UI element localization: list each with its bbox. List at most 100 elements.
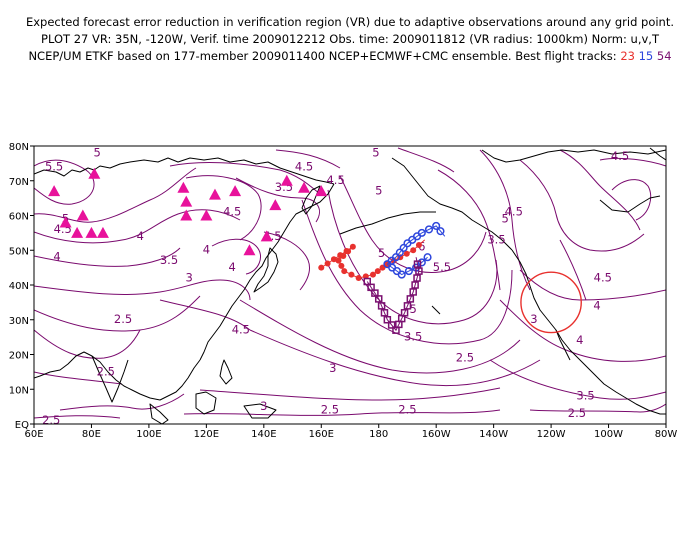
contour-label: 3.5 [576,389,594,403]
contour-label: 2.5 [321,403,339,417]
contour-label: 5 [378,246,385,260]
contour-line [59,393,185,411]
flight-track-23-marker [345,248,352,255]
contour-label: 3.5 [160,253,178,267]
contour-line [249,329,541,387]
contour-label: 4 [229,260,236,274]
contour-line [199,387,501,401]
flight-track-23-marker [403,250,410,257]
x-tick-label: 60E [24,429,43,440]
observation-site-marker [208,188,221,200]
contour-line [34,279,251,301]
flight-track-54-marker [415,267,423,275]
x-tick-label: 120W [537,429,566,440]
contour-label: 2.5 [97,364,115,378]
contour-line [397,147,455,173]
y-tick-label: 60N [9,212,29,223]
flight-track-23-marker [318,264,325,271]
flight-track-54-marker [374,295,383,303]
coastline-borneo [195,391,217,415]
observation-site-marker [260,230,273,242]
contour-line [34,329,141,359]
contour-line [559,149,641,231]
contour-label: 5 [94,145,101,159]
contour-label: 4.5 [594,271,612,285]
flight-track-54-marker [380,309,389,317]
coastline-asia-north [34,157,335,185]
flight-track-23-marker [349,243,356,250]
contour-label: 4.5 [611,149,629,163]
flight-track-23-marker [341,268,348,275]
flight-track-15-marker [436,227,445,236]
contour-line [34,209,241,244]
flight-track-54-marker [413,260,422,268]
contour-label: 2.5 [456,350,474,364]
coastline-aleutians [339,211,436,235]
observation-site-marker [180,209,193,221]
verification-region [520,271,582,334]
contour-label: 4.5 [223,205,241,219]
contour-line [275,149,341,169]
contour-line [239,299,521,374]
observation-site-marker [229,185,242,197]
map-axes: 60E 80E 100E 120E 140E 160E 180 160W 140W 120W 100… [9,142,678,440]
flight-track-23-marker [355,275,362,282]
contour-line [529,403,666,413]
flight-track-54-marker [413,274,421,282]
flight-track-15-marker [391,253,401,262]
x-tick-label: 100W [594,429,623,440]
observation-sites [48,167,328,256]
title-line-1: Expected forecast error reduction in ver… [25,15,675,29]
flight-track-15-marker [399,243,408,252]
y-tick-label: 70N [9,177,29,188]
contour-label: 4 [137,229,144,243]
observation-site-marker [280,174,293,186]
contour-label: 5 [501,211,508,225]
flight-track-54-marker [371,289,379,297]
y-tick-label: 40N [9,281,29,292]
observation-site-marker [76,209,89,221]
y-tick-label: 10N [9,385,29,396]
contour-line [327,189,498,325]
flight-track-23-marker [338,262,345,269]
contour-labels: 5.5554.543.532.54.5443.54.54.5554.54565.… [42,145,629,427]
x-tick-label: 160E [309,429,334,440]
flight-track-54-marker [377,302,386,310]
flight-track-23-marker [369,271,376,278]
contour-label: 4.5 [505,205,523,219]
contour-line [34,371,123,385]
flight-track-54-marker [367,283,375,292]
verification-region-circle [520,271,582,334]
flight-track-15-marker [395,248,404,257]
contour-label: 3 [185,271,192,285]
flight-track-15-marker [424,225,434,234]
observation-site-marker [96,226,109,238]
coastline-alaska [391,157,513,251]
flight-track-23-marker [415,242,422,249]
y-tick-label: EQ [15,420,29,431]
contour-label: 2.5 [568,406,586,420]
map-content: 5.5554.543.532.54.5443.54.54.5554.54565.… [34,145,666,427]
observation-site-marker [180,195,193,207]
title-line-3: NCEP/UM ETKF based on 177-member 2009011… [0,48,700,65]
track-id-red: 23 [620,49,635,63]
flight-track-15-marker [417,258,426,267]
flight-track-15-marker [423,253,432,262]
flight-track-15-marker [417,228,426,237]
title-line-3-text: NCEP/UM ETKF based on 177-member 2009011… [28,49,617,63]
contour-line [559,239,587,301]
contour-label: 5 [410,302,417,316]
map-frame [33,145,667,425]
contour-line [211,238,261,275]
observation-site-marker [243,244,256,256]
flight-track-54-marker [409,288,417,296]
y-tick-label: 80N [9,142,29,153]
coastline-kamchatka [301,185,321,215]
observation-site-marker [85,226,98,238]
y-tick-label: 50N [9,246,29,257]
contour-label: 2.5 [398,403,416,417]
map-title: Expected forecast error reduction in ver… [0,14,700,65]
contour-label: 2.5 [42,413,60,427]
flight-track-23-marker [348,271,355,278]
